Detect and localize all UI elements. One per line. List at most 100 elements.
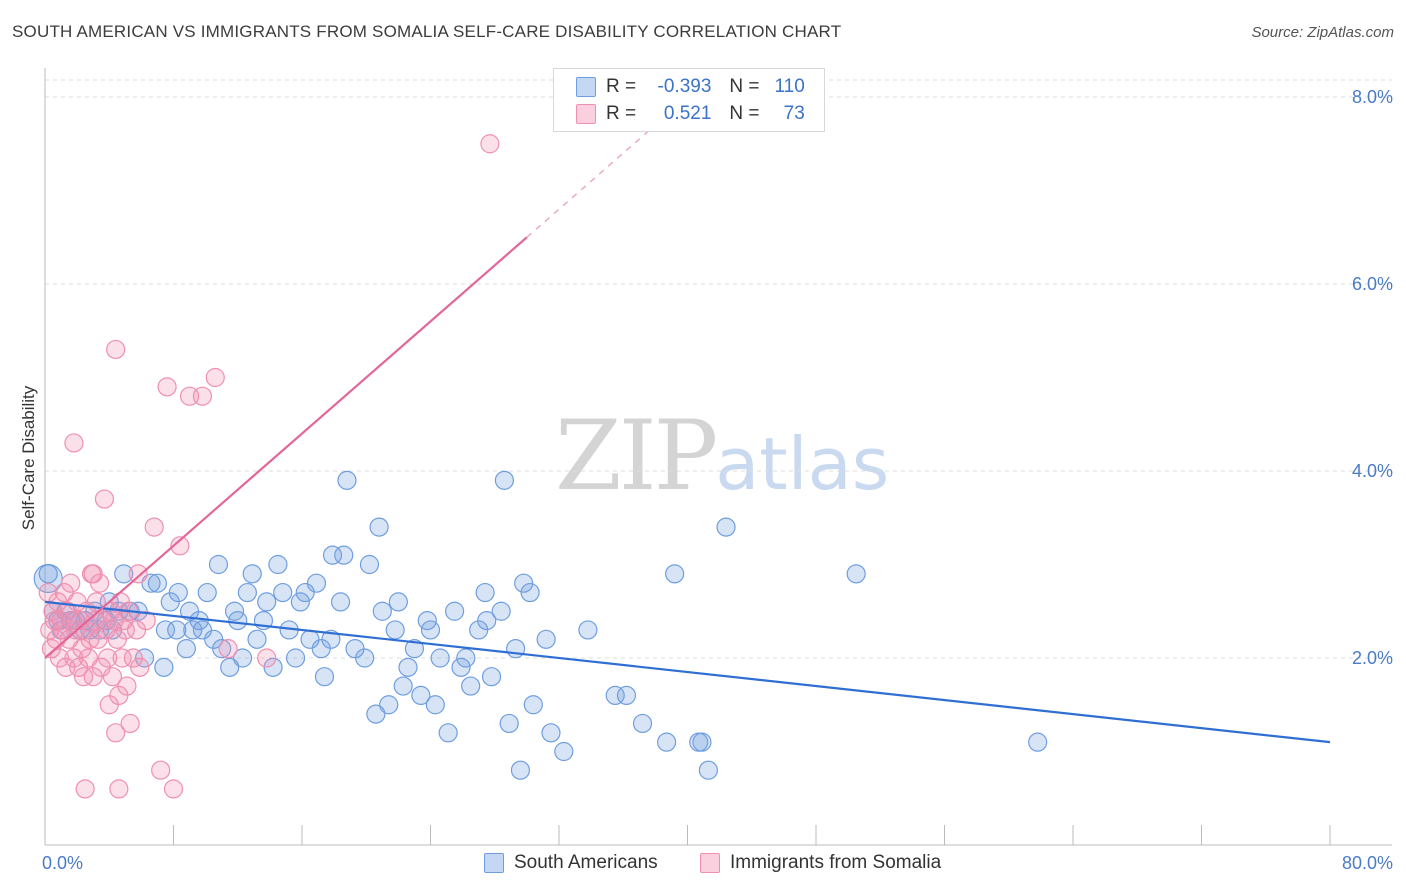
data-point: [73, 667, 94, 687]
legend-n-value: 73: [783, 103, 805, 124]
data-point: [91, 657, 111, 677]
data-point: [237, 582, 257, 603]
data-point: [155, 620, 176, 640]
data-point: [112, 648, 132, 668]
data-point: [404, 639, 425, 659]
data-point: [117, 676, 137, 696]
data-point: [420, 620, 441, 640]
data-point: [554, 741, 574, 762]
data-point: [334, 545, 354, 565]
data-point: [205, 367, 225, 388]
data-point: [393, 676, 413, 696]
series-immigrants-from-somalia: [38, 134, 500, 799]
y-axis-title: Self-Care Disability: [19, 385, 38, 530]
data-point: [197, 582, 217, 603]
data-point: [285, 648, 306, 668]
x-tick-label-min: 0.0%: [42, 853, 83, 873]
data-point: [78, 648, 98, 668]
y-tick-label: 2.0%: [1352, 648, 1393, 668]
data-point: [220, 657, 240, 677]
legend-n-value: 110: [774, 76, 805, 97]
watermark-zip: ZIP: [555, 400, 718, 512]
data-point: [163, 779, 184, 799]
data-point: [242, 564, 262, 584]
data-point: [167, 620, 187, 640]
legend-r-label: R =: [606, 103, 637, 124]
data-point: [160, 592, 180, 612]
data-point: [98, 648, 118, 668]
watermark-atlas: atlas: [715, 422, 890, 506]
legend-swatch-pink: [700, 853, 720, 873]
legend-row-south-americans: R = -0.393 N = 110: [576, 75, 805, 99]
legend-n-label: N =: [729, 76, 760, 97]
data-point: [536, 629, 556, 649]
data-point: [398, 657, 418, 677]
data-point: [366, 704, 386, 724]
data-point: [359, 554, 380, 575]
data-point: [491, 601, 511, 621]
legend-r-value: -0.393: [657, 76, 712, 97]
data-point: [295, 582, 315, 603]
data-point: [115, 620, 135, 640]
legend-r-label: R =: [606, 76, 637, 97]
trend-lines: [44, 124, 1331, 744]
data-point: [80, 629, 100, 649]
x-tick-label-max: 80.0%: [1342, 853, 1393, 873]
data-point: [94, 489, 115, 509]
series-legend: South Americans Immigrants from Somalia: [0, 850, 1406, 878]
data-point: [64, 433, 84, 453]
trend-line-somalia-extension: [526, 124, 656, 238]
data-point: [322, 545, 343, 565]
correlation-legend: R = -0.393 N = 110 R = 0.521 N = 73: [553, 68, 825, 132]
data-point: [61, 573, 81, 593]
data-point: [520, 582, 540, 603]
axes: [44, 68, 1392, 846]
data-point: [120, 713, 140, 734]
data-point: [523, 695, 543, 715]
data-point: [510, 760, 531, 780]
data-point: [499, 713, 519, 734]
data-point: [228, 610, 248, 631]
watermark: ZIPatlas: [555, 400, 889, 512]
data-point: [480, 134, 500, 154]
source-label: Source: ZipAtlas.com: [1251, 24, 1394, 41]
data-point: [192, 386, 213, 406]
data-point: [330, 592, 351, 612]
data-point: [657, 732, 677, 752]
legend-label-south-americans: South Americans: [514, 852, 658, 873]
data-point: [290, 592, 310, 612]
data-point: [257, 592, 277, 612]
data-point: [268, 554, 288, 575]
data-point: [477, 610, 497, 631]
data-point: [176, 639, 196, 659]
data-point: [102, 667, 123, 687]
data-point: [379, 695, 399, 715]
data-point: [665, 564, 685, 584]
data-point: [247, 629, 267, 649]
data-point: [192, 620, 213, 640]
data-point: [846, 564, 866, 584]
data-point: [157, 377, 177, 397]
data-point: [106, 339, 126, 360]
data-point: [716, 517, 736, 537]
y-tick-label: 6.0%: [1352, 274, 1393, 294]
data-point: [170, 536, 190, 556]
legend-swatch-pink: [576, 104, 596, 124]
legend-row-somalia: R = 0.521 N = 73: [576, 102, 805, 126]
data-point: [632, 713, 653, 734]
data-point: [109, 779, 129, 799]
data-point: [541, 723, 561, 743]
data-point: [147, 573, 168, 593]
data-point: [314, 667, 335, 687]
data-point: [179, 601, 200, 621]
legend-n-label: N =: [729, 103, 760, 124]
data-point: [369, 517, 389, 537]
data-point: [388, 592, 408, 612]
trend-line-south-americans: [44, 600, 1331, 744]
data-point: [263, 657, 283, 677]
data-point: [104, 610, 124, 631]
data-point: [273, 582, 293, 603]
legend-label-somalia: Immigrants from Somalia: [730, 852, 942, 873]
data-point: [59, 629, 79, 649]
